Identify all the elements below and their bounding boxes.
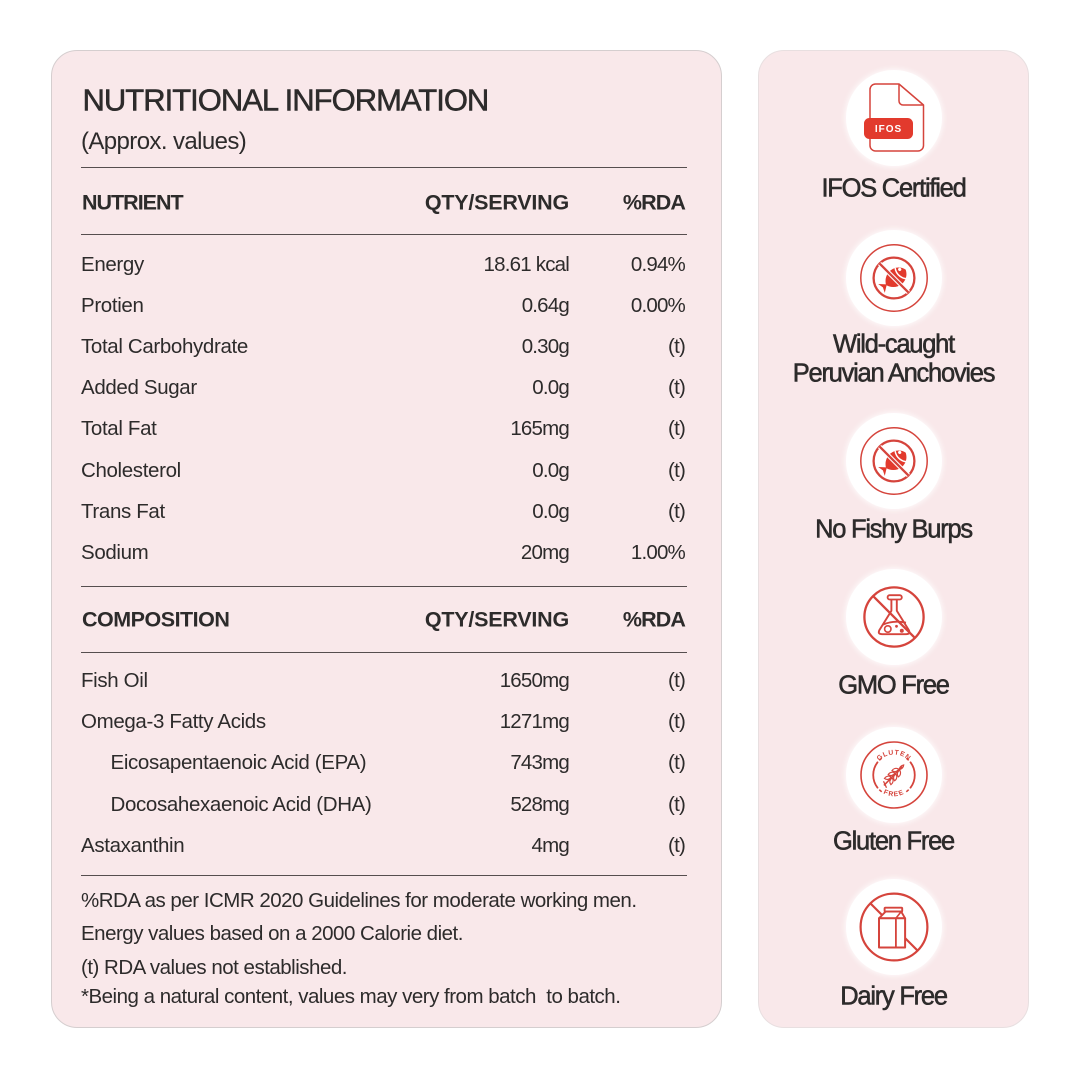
- svg-text:FREE: FREE: [882, 788, 905, 798]
- svg-text:GLUTEN: GLUTEN: [876, 749, 912, 762]
- svg-text:IFOS: IFOS: [875, 124, 902, 135]
